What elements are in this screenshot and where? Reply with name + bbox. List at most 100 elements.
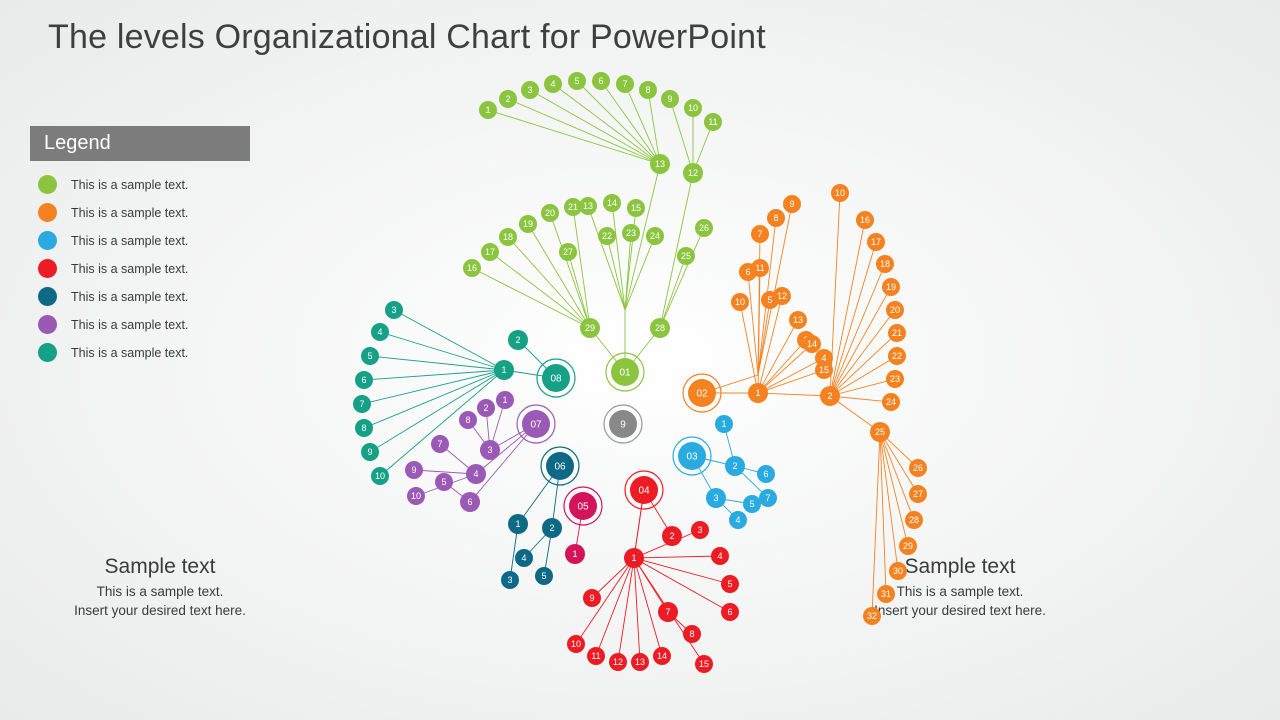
node-label: 15: [819, 365, 829, 375]
edge: [573, 207, 590, 328]
node-label: 6: [361, 375, 366, 385]
node-label: 7: [359, 399, 364, 409]
chart-node: 4: [515, 549, 533, 567]
edge: [568, 252, 590, 328]
node-label: 7: [765, 493, 770, 503]
node-label: 05: [577, 502, 589, 513]
node-label: 14: [657, 651, 667, 661]
node-label: 31: [881, 589, 891, 599]
node-label: 4: [521, 553, 526, 563]
node-label: 5: [749, 499, 754, 509]
node-label: 14: [807, 339, 817, 349]
node-label: 27: [563, 247, 573, 257]
edge: [634, 558, 640, 662]
chart-node: 14: [603, 194, 621, 212]
node-label: 10: [688, 103, 698, 113]
node-label: 27: [913, 489, 923, 499]
chart-node: 06: [541, 447, 579, 485]
node-label: 24: [650, 231, 660, 241]
node-label: 03: [686, 452, 698, 463]
edge: [607, 236, 625, 310]
node-label: 04: [638, 486, 650, 497]
node-label: 4: [377, 327, 382, 337]
edge: [394, 310, 504, 370]
node-label: 08: [550, 374, 562, 385]
chart-node: 29: [899, 537, 917, 555]
chart-node: 9: [604, 405, 642, 443]
edge: [380, 332, 504, 370]
edge: [634, 556, 720, 558]
edge: [660, 228, 704, 328]
node-label: 1: [485, 105, 490, 115]
chart-node: 11: [587, 647, 605, 665]
chart-node: 1: [479, 101, 497, 119]
node-label: 07: [530, 420, 542, 431]
chart-node: 26: [909, 459, 927, 477]
node-label: 8: [773, 213, 778, 223]
chart-node: 16: [463, 259, 481, 277]
node-label: 4: [473, 469, 478, 479]
chart-node: 23: [622, 224, 640, 242]
chart-node: 02: [683, 374, 721, 412]
chart-node: 8: [639, 81, 657, 99]
org-chart: 9012916171819202127222324131415282526131…: [0, 0, 1280, 720]
chart-node: 10: [407, 487, 425, 505]
chart-node: 10: [684, 99, 702, 117]
chart-node: 15: [695, 655, 713, 673]
node-label: 1: [572, 549, 577, 559]
node-label: 14: [607, 198, 617, 208]
node-label: 13: [655, 159, 665, 169]
edge: [370, 356, 504, 370]
node-label: 26: [699, 223, 709, 233]
node-label: 7: [665, 607, 670, 617]
chart-node: 9: [583, 589, 601, 607]
node-label: 4: [735, 515, 740, 525]
chart-node: 24: [646, 227, 664, 245]
chart-node: 11: [704, 113, 722, 131]
edge: [625, 208, 636, 310]
node-label: 32: [867, 611, 877, 621]
chart-node: 5: [361, 347, 379, 365]
chart-node: 13: [650, 154, 670, 174]
node-label: 06: [554, 462, 566, 473]
chart-node: 3: [480, 440, 500, 460]
node-label: 10: [735, 297, 745, 307]
chart-node: 6: [721, 603, 739, 621]
chart-node: 3: [706, 488, 726, 508]
chart-node: 7: [616, 75, 634, 93]
chart-node: 3: [385, 301, 403, 319]
chart-node: 13: [789, 311, 807, 329]
edge: [530, 90, 660, 164]
node-label: 2: [669, 531, 674, 541]
node-label: 2: [549, 523, 554, 533]
node-label: 10: [835, 188, 845, 198]
edge: [490, 252, 590, 328]
chart-node: 6: [460, 492, 480, 512]
node-label: 9: [667, 94, 672, 104]
chart-node: 12: [609, 653, 627, 671]
chart-node: 1: [494, 360, 514, 380]
chart-node: 7: [658, 602, 678, 622]
node-label: 20: [545, 208, 555, 218]
chart-node: 17: [481, 243, 499, 261]
edge: [830, 220, 865, 396]
edge: [830, 287, 891, 396]
chart-node: 2: [820, 386, 840, 406]
chart-node: 9: [361, 443, 379, 461]
edge: [830, 333, 897, 396]
chart-node: 12: [683, 163, 703, 183]
edge: [508, 237, 590, 328]
chart-node: 1: [748, 383, 768, 403]
node-label: 13: [793, 315, 803, 325]
node-label: 2: [515, 335, 520, 345]
node-label: 8: [645, 85, 650, 95]
node-label: 2: [732, 461, 737, 471]
node-label: 1: [631, 553, 636, 563]
chart-node: 6: [592, 72, 610, 90]
node-label: 19: [886, 282, 896, 292]
chart-node: 7: [431, 435, 449, 453]
chart-node: 9: [783, 195, 801, 213]
chart-node: 14: [803, 335, 821, 353]
node-label: 5: [367, 351, 372, 361]
node-label: 3: [527, 85, 532, 95]
